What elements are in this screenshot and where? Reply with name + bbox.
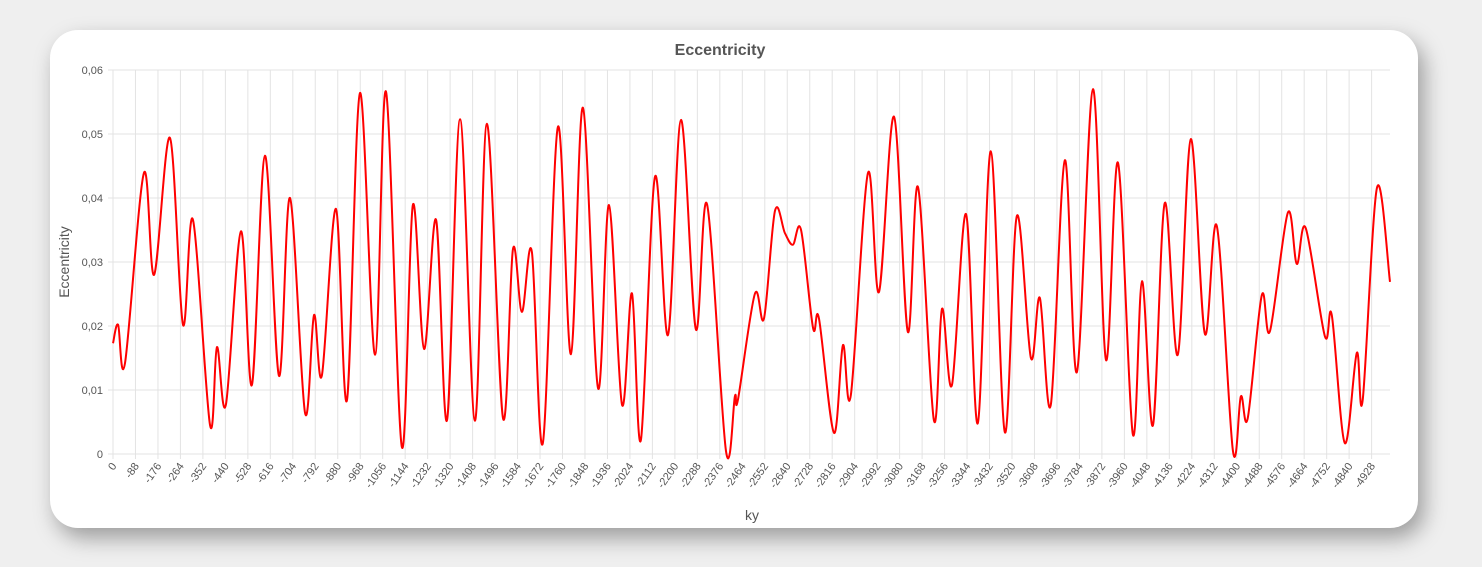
x-tick-label: -1584 <box>498 461 524 491</box>
x-tick-label: -4928 <box>1352 461 1378 491</box>
x-tick-label: -1936 <box>588 461 614 491</box>
x-tick-label: -4048 <box>1127 461 1153 491</box>
x-tick-label: -3872 <box>1082 461 1108 491</box>
x-tick-label: -792 <box>299 461 321 486</box>
x-tick-label: -880 <box>322 461 344 486</box>
x-tick-label: -352 <box>187 461 209 486</box>
x-tick-label: -2640 <box>768 461 794 491</box>
x-tick-label: -1848 <box>565 461 591 491</box>
x-tick-label: -2552 <box>745 461 771 491</box>
x-axis-label: ky <box>745 507 759 523</box>
x-tick-label: -1144 <box>386 461 412 490</box>
x-tick-label: -704 <box>277 461 299 486</box>
x-tick-label: -4488 <box>1240 461 1266 491</box>
y-tick-label: 0,05 <box>82 129 103 141</box>
x-tick-label: -3344 <box>948 461 974 491</box>
x-tick-label: -3696 <box>1037 461 1063 491</box>
x-tick-label: -4224 <box>1172 461 1198 491</box>
y-tick-label: 0,02 <box>82 321 103 333</box>
x-tick-label: -2024 <box>610 461 636 491</box>
y-tick-label: 0,01 <box>82 385 103 397</box>
x-tick-label: -616 <box>254 461 276 486</box>
x-tick-label: -3168 <box>903 461 929 491</box>
x-tick-label: -528 <box>232 461 254 486</box>
x-tick-label: -4312 <box>1195 461 1221 491</box>
x-tick-label: -2464 <box>723 461 749 491</box>
x-tick-label: -2992 <box>858 461 884 491</box>
x-tick-label: -2376 <box>700 461 726 491</box>
data-line <box>112 88 1391 460</box>
x-tick-label: -4840 <box>1330 461 1356 491</box>
x-tick-label: -1496 <box>476 461 502 491</box>
x-tick-label: -4400 <box>1217 461 1243 491</box>
y-tick-label: 0 <box>97 449 103 461</box>
x-tick-label: -264 <box>164 461 186 486</box>
x-tick-label: -3784 <box>1060 461 1086 491</box>
y-tick-label: 0,03 <box>82 257 103 269</box>
x-tick-label: -2200 <box>655 461 681 491</box>
x-tick-label: -1232 <box>408 461 434 491</box>
x-tick-label: -4576 <box>1262 461 1288 491</box>
x-tick-label: -2288 <box>678 461 704 491</box>
x-tick-label: -4752 <box>1307 461 1333 491</box>
x-tick-label: -3520 <box>992 461 1018 491</box>
x-tick-label: -3256 <box>925 461 951 491</box>
x-tick-label: -3960 <box>1105 461 1131 491</box>
y-tick-label: 0,06 <box>82 65 103 77</box>
x-tick-label: -3080 <box>880 461 906 491</box>
x-tick-label: 0 <box>106 461 119 473</box>
x-tick-label: -2904 <box>835 461 861 491</box>
chart-card <box>50 30 1418 528</box>
x-tick-label: -1056 <box>363 461 389 491</box>
x-tick-label: -1760 <box>543 461 569 491</box>
x-tick-label: -1320 <box>431 461 457 491</box>
chart-title: Eccentricity <box>675 42 766 59</box>
x-tick-label: -88 <box>123 461 142 481</box>
y-tick-label: 0,04 <box>82 193 103 205</box>
x-tick-label: -440 <box>209 461 231 486</box>
x-tick-label: -4664 <box>1285 461 1311 491</box>
x-tick-label: -2816 <box>813 461 839 491</box>
x-tick-label: -176 <box>142 461 164 486</box>
x-tick-label: -3432 <box>970 461 996 491</box>
x-tick-label: -1408 <box>453 461 479 491</box>
x-tick-label: -1672 <box>521 461 547 491</box>
x-tick-label: -3608 <box>1015 461 1041 491</box>
x-tick-label: -2728 <box>790 461 816 491</box>
y-axis-label: Eccentricity <box>56 226 72 298</box>
x-tick-label: -4136 <box>1150 461 1176 491</box>
x-tick-label: -2112 <box>633 461 659 490</box>
